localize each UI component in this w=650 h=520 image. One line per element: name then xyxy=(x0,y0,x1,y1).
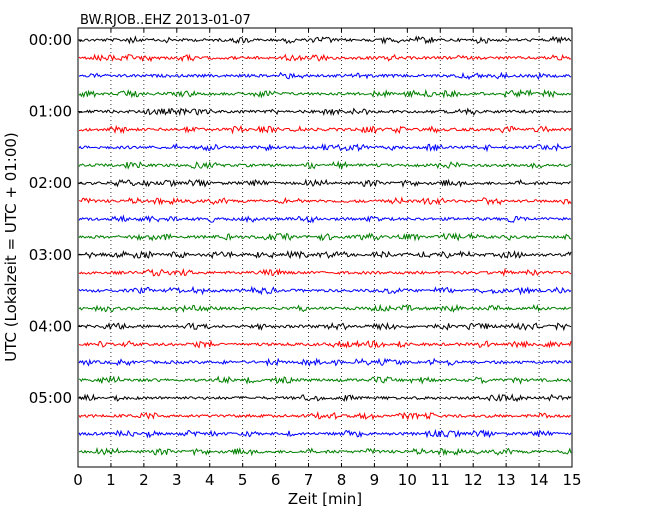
x-tick-label: 8 xyxy=(337,471,347,489)
y-tick-label: 01:00 xyxy=(29,103,72,121)
trace-row-0030 xyxy=(78,71,572,81)
trace-row-0115 xyxy=(78,124,572,135)
traces xyxy=(78,35,572,457)
trace-row-0445 xyxy=(78,375,572,385)
x-tick-label: 13 xyxy=(497,471,516,489)
x-tick-label: 1 xyxy=(106,471,116,489)
y-tick-label: 02:00 xyxy=(29,174,72,192)
trace-row-0230 xyxy=(78,214,572,224)
trace-row-0515 xyxy=(78,410,572,421)
x-tick-label: 0 xyxy=(73,471,83,489)
y-axis-ticks: 00:00 01:00 02:00 03:00 04:00 05:00 xyxy=(29,31,82,407)
y-tick-label: 00:00 xyxy=(29,31,72,49)
trace-row-0315 xyxy=(78,267,572,278)
plot-frame xyxy=(77,27,573,468)
x-tick-label: 10 xyxy=(398,471,417,489)
trace-row-0530 xyxy=(78,428,572,439)
trace-row-0000 xyxy=(78,35,572,45)
trace-row-0330 xyxy=(78,285,572,296)
trace-row-0100 xyxy=(78,107,572,117)
x-axis-ticks: 0 1 2 3 4 5 6 7 8 9 10 11 12 13 14 15 xyxy=(73,28,582,489)
trace-row-0245 xyxy=(78,231,572,242)
trace-row-0400 xyxy=(78,321,572,332)
trace-row-0215 xyxy=(78,196,572,206)
x-tick-label: 15 xyxy=(562,471,581,489)
trace-row-0145 xyxy=(78,160,572,171)
x-tick-label: 12 xyxy=(464,471,483,489)
x-axis-label: Zeit [min] xyxy=(288,490,362,508)
chart-title: BW.RJOB..EHZ 2013-01-07 xyxy=(80,13,251,28)
trace-row-0415 xyxy=(78,339,572,349)
y-tick-label: 04:00 xyxy=(29,317,72,335)
x-tick-label: 2 xyxy=(139,471,149,489)
trace-row-0430 xyxy=(78,357,572,367)
x-tick-label: 14 xyxy=(530,471,549,489)
trace-row-0345 xyxy=(78,303,572,313)
x-tick-label: 3 xyxy=(172,471,182,489)
y-axis-label: UTC (Lokalzeit = UTC + 01:00) xyxy=(2,132,20,362)
trace-row-0300 xyxy=(78,249,572,260)
x-tick-label: 4 xyxy=(205,471,215,489)
trace-row-0200 xyxy=(78,178,572,188)
trace-row-0015 xyxy=(78,53,572,63)
x-tick-label: 7 xyxy=(304,471,314,489)
x-tick-label: 6 xyxy=(271,471,281,489)
x-tick-label: 9 xyxy=(370,471,380,489)
trace-row-0545 xyxy=(78,446,572,457)
trace-row-0500 xyxy=(78,393,572,403)
y-tick-label: 05:00 xyxy=(29,389,72,407)
x-tick-label: 11 xyxy=(431,471,450,489)
x-tick-label: 5 xyxy=(238,471,248,489)
trace-row-0045 xyxy=(78,88,572,99)
trace-row-0130 xyxy=(78,142,572,153)
y-tick-label: 03:00 xyxy=(29,246,72,264)
